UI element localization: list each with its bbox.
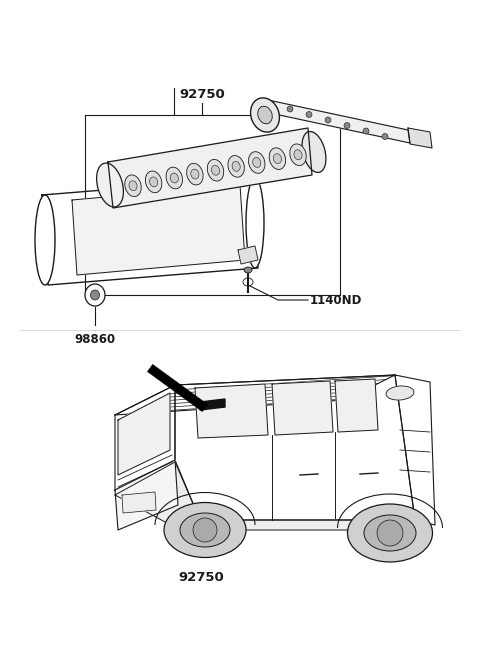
Text: 98860: 98860 [74,333,116,346]
Ellipse shape [145,171,162,193]
Ellipse shape [269,148,286,169]
Polygon shape [122,492,156,513]
Ellipse shape [232,161,240,171]
Ellipse shape [212,165,219,175]
Polygon shape [335,379,378,432]
Polygon shape [115,385,175,490]
Ellipse shape [249,152,265,173]
Polygon shape [115,375,395,415]
Circle shape [363,128,369,134]
Ellipse shape [364,515,416,551]
Ellipse shape [258,106,272,124]
Ellipse shape [96,163,123,207]
Ellipse shape [273,154,281,163]
Ellipse shape [252,157,261,167]
Polygon shape [118,393,170,475]
Ellipse shape [125,175,141,197]
Ellipse shape [386,386,414,400]
Ellipse shape [207,159,224,181]
Ellipse shape [302,131,326,173]
Ellipse shape [150,177,158,187]
Ellipse shape [251,98,279,132]
Ellipse shape [187,163,203,185]
Polygon shape [195,384,268,438]
Circle shape [306,112,312,117]
Polygon shape [115,462,430,530]
Polygon shape [395,375,435,525]
Ellipse shape [166,167,182,189]
Circle shape [325,117,331,123]
Text: 92750: 92750 [179,571,225,584]
Ellipse shape [348,504,432,562]
Polygon shape [147,364,208,411]
Polygon shape [108,128,312,208]
Polygon shape [200,399,225,410]
Ellipse shape [244,267,252,273]
Text: 1140ND: 1140ND [310,293,362,306]
Polygon shape [175,375,415,520]
Ellipse shape [164,502,246,558]
Polygon shape [272,381,333,435]
Ellipse shape [91,290,99,300]
Circle shape [382,134,388,140]
Text: 92750: 92750 [179,89,225,102]
Polygon shape [238,246,258,264]
Circle shape [193,518,217,542]
Ellipse shape [294,150,302,159]
Polygon shape [268,100,410,143]
Ellipse shape [129,181,137,191]
Circle shape [344,123,350,129]
Ellipse shape [228,155,244,177]
Ellipse shape [170,173,179,183]
Ellipse shape [35,195,55,285]
Ellipse shape [246,178,264,268]
Ellipse shape [85,284,105,306]
Ellipse shape [290,144,306,165]
Polygon shape [115,460,178,530]
Ellipse shape [191,169,199,179]
Ellipse shape [180,513,230,547]
Circle shape [377,520,403,546]
Polygon shape [72,185,245,275]
Polygon shape [408,128,432,148]
Circle shape [287,106,293,112]
